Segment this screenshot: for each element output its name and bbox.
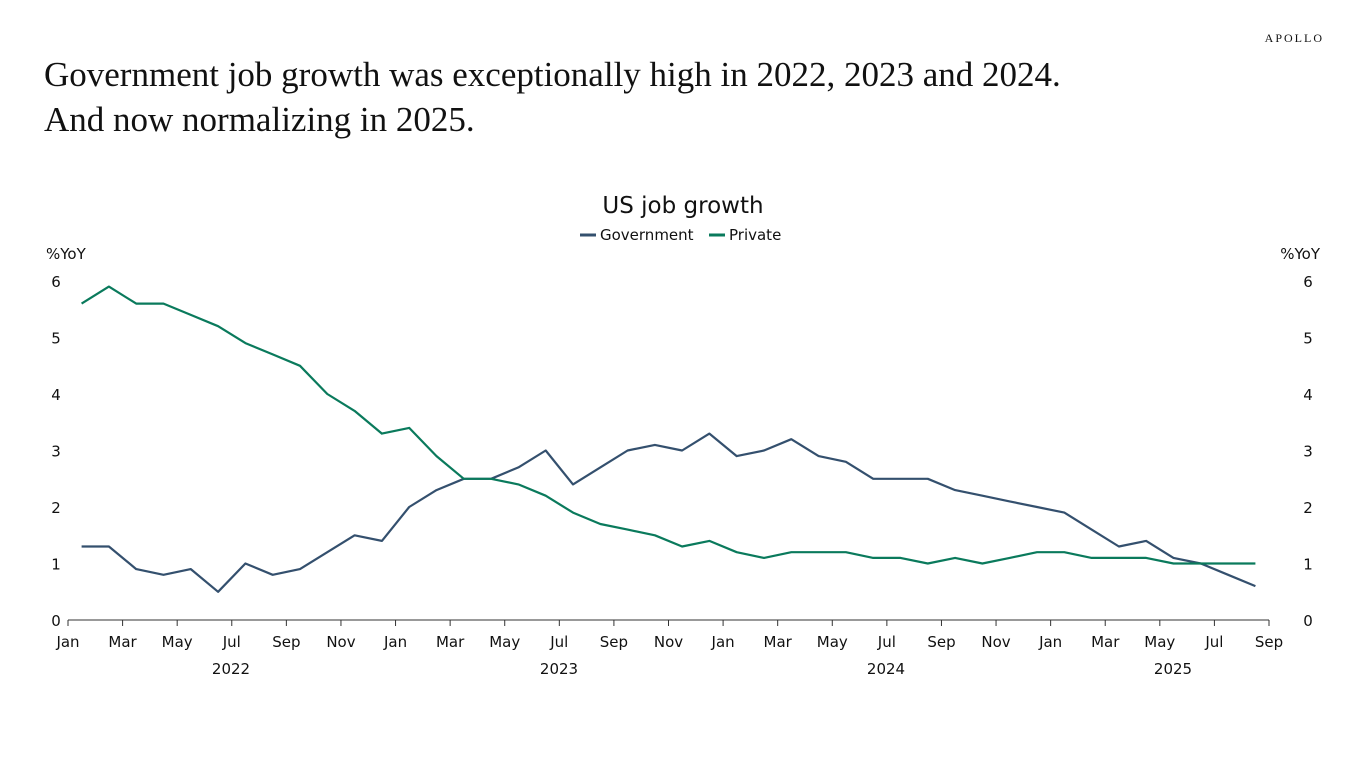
y-tick-label-left: 2	[51, 499, 61, 517]
x-tick-label: Mar	[1091, 633, 1120, 651]
y-tick-label-right: 1	[1303, 556, 1313, 574]
legend-label-private: Private	[729, 226, 781, 244]
y-tick-label-left: 0	[51, 612, 61, 630]
y-tick-label-right: 4	[1303, 386, 1313, 404]
y-axis-label-left: %YoY	[46, 245, 87, 263]
x-tick-label: Jul	[549, 633, 568, 651]
y-tick-label-left: 5	[51, 330, 61, 348]
x-tick-label: Jan	[383, 633, 407, 651]
x-tick-label: May	[817, 633, 848, 651]
x-tick-label: Mar	[436, 633, 465, 651]
x-tick-label: Jan	[55, 633, 79, 651]
y-tick-label-left: 1	[51, 556, 61, 574]
x-tick-label: Nov	[326, 633, 355, 651]
x-tick-label: Nov	[981, 633, 1010, 651]
x-tick-label: Jul	[222, 633, 241, 651]
x-tick-label: Sep	[600, 633, 628, 651]
x-tick-label: Nov	[654, 633, 683, 651]
y-tick-label-right: 3	[1303, 443, 1313, 461]
x-tick-label: Mar	[764, 633, 793, 651]
x-tick-label: Jan	[711, 633, 735, 651]
x-year-label: 2025	[1154, 660, 1192, 678]
y-tick-label-left: 3	[51, 443, 61, 461]
y-tick-label-right: 0	[1303, 612, 1313, 630]
x-tick-label: Sep	[272, 633, 300, 651]
x-tick-label: Mar	[108, 633, 137, 651]
y-tick-label-left: 4	[51, 386, 61, 404]
apollo-logo: APOLLO	[1264, 31, 1324, 45]
legend-label-government: Government	[600, 226, 694, 244]
series-line-government	[81, 432, 1256, 593]
x-tick-label: May	[162, 633, 193, 651]
headline: Government job growth was exceptionally …	[44, 52, 1061, 142]
y-axis-label-right: %YoY	[1280, 245, 1321, 263]
legend: Government Private	[580, 226, 781, 244]
y-tick-label-left: 6	[51, 273, 61, 291]
x-tick-label: Jul	[877, 633, 896, 651]
series-line-private	[81, 285, 1256, 565]
x-year-label: 2023	[540, 660, 578, 678]
y-tick-label-right: 6	[1303, 273, 1313, 291]
x-tick-label: May	[1144, 633, 1175, 651]
y-tick-label-right: 5	[1303, 330, 1313, 348]
x-tick-label: Sep	[1255, 633, 1283, 651]
headline-line-1: Government job growth was exceptionally …	[44, 55, 1061, 94]
x-tick-label: Sep	[927, 633, 955, 651]
x-year-label: 2022	[212, 660, 250, 678]
y-tick-label-right: 2	[1303, 499, 1313, 517]
x-tick-label: Jul	[1204, 633, 1223, 651]
x-tick-label: May	[489, 633, 520, 651]
headline-line-2: And now normalizing in 2025.	[44, 100, 475, 139]
chart-title: US job growth	[602, 193, 763, 219]
x-year-label: 2024	[867, 660, 905, 678]
x-tick-label: Jan	[1038, 633, 1062, 651]
